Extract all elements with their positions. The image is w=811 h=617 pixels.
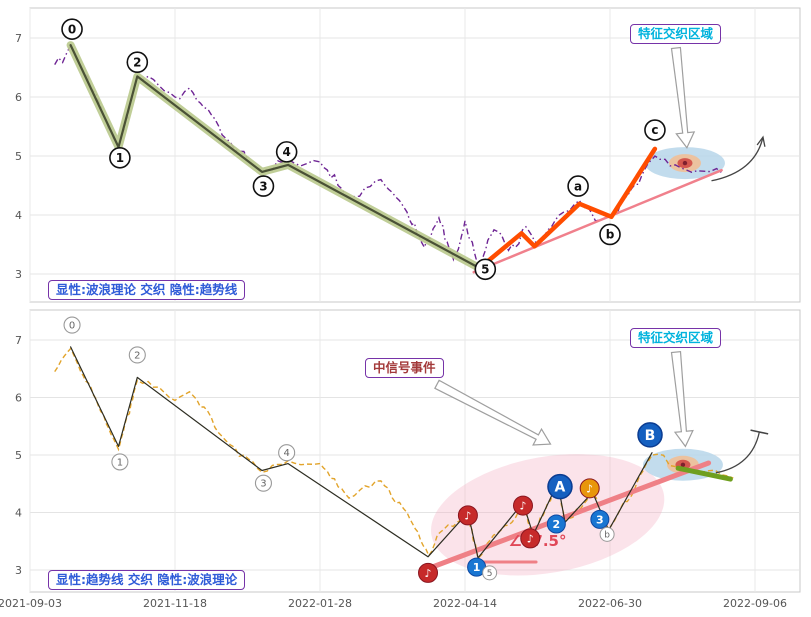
minor-wave-text: 5	[487, 569, 493, 579]
top-region-label: 特征交织区域	[630, 24, 722, 44]
wave-count-marker	[590, 509, 610, 529]
minor-wave-marker	[482, 565, 498, 581]
y-tick-label: 6	[15, 392, 22, 405]
signal-note-glyph: ♪	[425, 567, 432, 580]
y-tick-label: 7	[15, 334, 22, 347]
y-tick-label: 5	[15, 150, 22, 163]
wave-count-text: 3	[596, 513, 604, 526]
wave-label-circle	[254, 474, 273, 492]
major-wave-text: B	[645, 428, 656, 444]
signal-note-glyph: ♪	[519, 500, 526, 513]
x-tick-label: 2021-09-03	[0, 597, 62, 610]
wave-label-circle	[644, 119, 666, 141]
wave-label-circle	[109, 146, 131, 169]
y-tick-label: 7	[15, 32, 22, 45]
series-price	[54, 347, 734, 560]
x-tick-label: 2021-11-18	[143, 597, 207, 610]
bottom-region-label: 特征交织区域	[630, 328, 722, 348]
wave-label-text: 1	[116, 151, 124, 165]
signal-note-glyph: ♪	[586, 482, 593, 495]
x-tick-label: 2022-01-28	[288, 597, 352, 610]
wave-count-text: 2	[553, 518, 561, 531]
wave-label-text: 0	[68, 22, 76, 36]
x-tick-label: 2022-06-30	[578, 597, 642, 610]
wave-label-text: b	[606, 228, 615, 242]
signal-note-marker	[520, 528, 541, 549]
projection-curve-arrow	[711, 136, 764, 182]
wave-label-circle	[252, 175, 275, 197]
signal-note-glyph: ♪	[464, 509, 471, 522]
signal-note-marker	[418, 562, 439, 583]
wave-label-circle	[567, 175, 589, 197]
wave-label-text: 3	[260, 479, 266, 490]
wave-count-text: 1	[473, 561, 481, 574]
wave-label-circle	[61, 18, 83, 40]
wave-label-text: 0	[69, 321, 75, 332]
wave-label-text: 3	[259, 179, 267, 193]
wave-count-marker	[546, 514, 566, 534]
series-breakout-segment	[675, 465, 733, 482]
minor-wave-text: b	[604, 530, 610, 540]
x-tick-label: 2022-09-06	[723, 597, 787, 610]
major-wave-text: A	[555, 480, 566, 496]
wave-label-circle	[474, 258, 497, 281]
projection-curve-arrow	[715, 431, 760, 474]
annotation-arrow	[670, 350, 694, 448]
wave-label-circle	[278, 444, 296, 462]
wave-label-text: 4	[283, 448, 289, 459]
y-tick-label: 6	[15, 91, 22, 104]
wave-label-circle	[111, 453, 129, 471]
series-elliott-impulse-0-5	[69, 44, 481, 270]
signal-note-marker	[513, 495, 533, 516]
signal-note-marker	[457, 505, 478, 526]
series-trendline	[421, 460, 712, 573]
y-tick-label: 4	[15, 507, 22, 520]
signal-note-glyph: ♪	[527, 532, 534, 545]
x-tick-label: 2022-04-14	[433, 597, 497, 610]
wave-label-circle	[128, 346, 146, 364]
wave-label-text: a	[574, 179, 582, 193]
signal-event-label: 中信号事件	[365, 358, 444, 378]
wave-label-text: 4	[282, 145, 290, 159]
wave-label-circle	[599, 223, 621, 246]
y-tick-label: 3	[15, 268, 22, 281]
annotation-arrow	[670, 46, 696, 149]
wave-label-text: 2	[134, 350, 140, 361]
wave-label-text: 5	[481, 262, 489, 276]
wave-label-text: 1	[117, 457, 123, 468]
signal-note-marker	[579, 478, 600, 499]
wave-label-circle	[126, 51, 149, 73]
bottom-caption-label: 显性:趋势线 交织 隐性:波浪理论	[48, 570, 246, 590]
series-abc-correction	[477, 146, 658, 271]
top-panel: 0 1 2 3 4 5 a b c 7 6 5 4 3	[15, 7, 801, 303]
top-caption-label: 显性:波浪理论 交织 隐性:趋势线	[48, 280, 246, 300]
wave-label-text: c	[651, 123, 658, 137]
y-tick-label: 4	[15, 209, 22, 222]
wave-label-circle	[63, 316, 81, 334]
arrowhead	[756, 135, 766, 147]
arrow-tbar	[750, 429, 769, 435]
wave-label-circle	[275, 141, 298, 163]
y-tick-label: 3	[15, 564, 22, 577]
y-tick-label: 5	[15, 449, 22, 462]
major-wave-marker	[637, 422, 663, 448]
minor-wave-marker	[599, 526, 615, 542]
wave-label-text: 2	[133, 55, 141, 69]
major-wave-marker	[547, 473, 573, 500]
annotation-arrow	[434, 379, 552, 446]
series-trendline	[472, 168, 723, 274]
